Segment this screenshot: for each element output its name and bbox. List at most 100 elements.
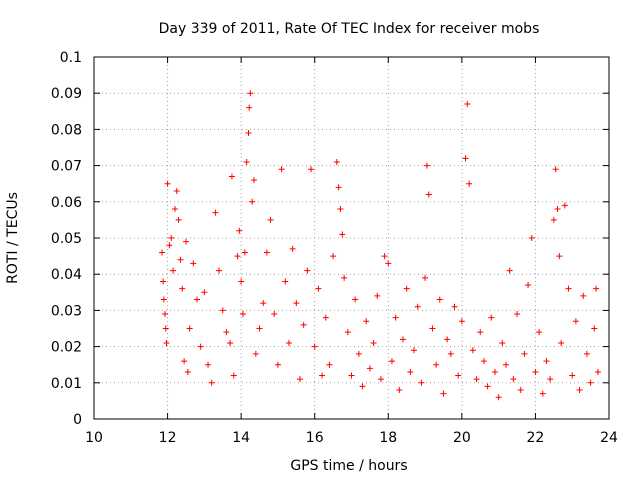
data-point: [403, 285, 410, 292]
x-tick-label: 14: [232, 430, 250, 446]
data-point: [593, 285, 600, 292]
chart-title: Day 339 of 2011, Rate Of TEC Index for r…: [159, 21, 540, 37]
y-tick-label: 0.09: [51, 86, 82, 102]
data-point: [484, 383, 491, 390]
data-point: [212, 209, 219, 216]
data-point: [228, 173, 235, 180]
data-point: [197, 343, 204, 350]
data-point: [170, 267, 177, 274]
data-points: [159, 90, 601, 401]
data-point: [194, 296, 200, 303]
data-point: [161, 311, 168, 318]
data-point: [322, 314, 329, 321]
data-point: [184, 368, 191, 375]
data-point: [348, 372, 355, 379]
data-point: [238, 278, 245, 285]
data-point: [436, 296, 443, 303]
data-point: [175, 216, 182, 223]
data-point: [236, 227, 243, 234]
data-point: [528, 235, 535, 241]
x-tick-labels: 10 12 14 16 18 20 22 24: [85, 430, 618, 446]
y-tick-label: 0.06: [51, 195, 82, 211]
data-point: [359, 383, 366, 390]
data-point: [177, 256, 184, 263]
data-point: [580, 292, 587, 299]
x-axis-label: GPS time / hours: [290, 458, 407, 474]
data-point: [510, 376, 517, 383]
data-point: [260, 300, 267, 307]
data-point: [425, 191, 432, 198]
data-point: [243, 158, 250, 165]
data-point: [423, 162, 430, 169]
data-point: [591, 325, 598, 332]
data-point: [576, 387, 583, 394]
data-point: [341, 274, 348, 281]
data-point: [246, 104, 253, 111]
data-point: [517, 387, 524, 394]
data-point: [352, 296, 359, 303]
x-tick-label: 20: [453, 430, 471, 446]
data-point: [223, 329, 230, 336]
data-point: [263, 249, 270, 256]
data-point: [536, 329, 543, 336]
data-point: [473, 376, 480, 383]
data-point: [344, 329, 351, 336]
data-point: [554, 206, 561, 213]
data-point: [278, 166, 285, 173]
data-point: [477, 329, 484, 336]
data-point: [521, 350, 528, 357]
data-point: [190, 260, 197, 267]
data-point: [234, 253, 241, 260]
data-point: [168, 235, 175, 241]
data-point: [219, 307, 226, 314]
data-point: [506, 267, 513, 274]
data-point: [159, 249, 166, 256]
data-point: [355, 350, 362, 357]
data-point: [285, 339, 292, 346]
data-point: [216, 267, 223, 274]
data-point: [495, 394, 502, 401]
data-point: [366, 365, 373, 372]
grid-lines: [94, 57, 609, 419]
data-point: [543, 358, 550, 365]
data-point: [491, 368, 498, 375]
data-point: [274, 361, 281, 368]
y-axis-label: ROTI / TECUs: [5, 192, 21, 284]
data-point: [565, 285, 572, 292]
data-point: [256, 325, 263, 332]
data-point: [447, 350, 454, 357]
y-tick-label: 0.04: [51, 267, 82, 283]
data-point: [160, 278, 167, 285]
data-point: [547, 376, 554, 383]
data-point: [245, 130, 252, 137]
data-point: [239, 311, 246, 318]
data-point: [282, 278, 289, 285]
data-point: [289, 245, 296, 252]
y-tick-label: 0: [73, 412, 82, 428]
data-point: [163, 339, 170, 346]
data-point: [311, 343, 318, 350]
data-point: [249, 198, 256, 205]
y-tick-label: 0.05: [51, 231, 82, 247]
data-point: [455, 372, 462, 379]
data-point: [304, 267, 311, 274]
data-point: [561, 202, 568, 209]
data-point: [400, 336, 406, 343]
data-point: [162, 325, 169, 332]
data-point: [429, 325, 436, 332]
axis-ticks: [93, 56, 610, 420]
data-point: [539, 390, 546, 397]
data-point: [181, 358, 188, 365]
data-point: [396, 387, 403, 394]
data-point: [363, 318, 370, 325]
y-tick-label: 0.08: [51, 122, 82, 138]
data-point: [569, 372, 576, 379]
data-point: [469, 347, 476, 354]
data-point: [171, 206, 178, 213]
data-point: [514, 311, 521, 318]
data-point: [440, 390, 447, 397]
y-tick-label: 0.01: [51, 376, 82, 392]
data-point: [558, 339, 565, 346]
data-point: [293, 300, 300, 307]
